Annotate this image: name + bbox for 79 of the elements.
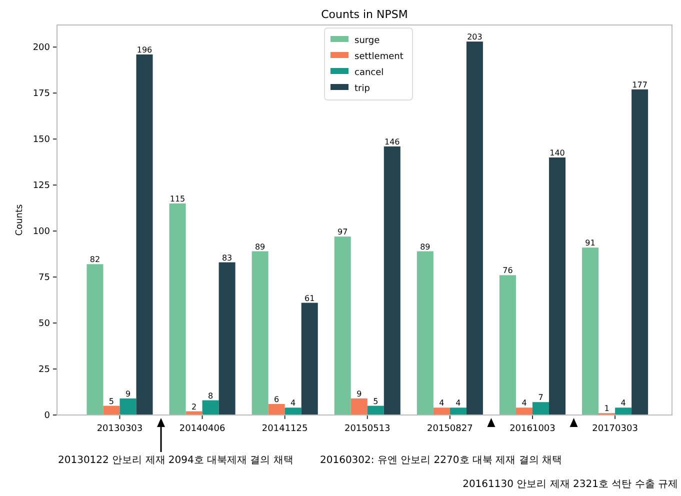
bar	[218, 262, 236, 415]
bar	[615, 408, 632, 415]
data-label: 8	[208, 391, 214, 400]
bar	[334, 236, 351, 415]
data-label: 9	[356, 389, 362, 398]
data-label: 4	[522, 398, 527, 408]
data-label: 6	[274, 394, 280, 404]
bar	[367, 406, 384, 415]
data-label: 82	[90, 255, 100, 264]
data-label: 89	[254, 242, 266, 252]
legend-label: cancel	[354, 68, 384, 78]
y-tick-label: 175	[32, 89, 50, 100]
data-label: 4	[290, 398, 296, 408]
y-tick-label: 75	[38, 273, 50, 284]
bar	[416, 251, 434, 415]
x-tick-label: 20150513	[344, 424, 390, 434]
data-label: 4	[439, 398, 444, 408]
legend-label: trip	[354, 84, 370, 94]
legend-label: settlement	[354, 52, 404, 62]
data-label: 5	[108, 396, 114, 406]
x-tick-label: 20141125	[262, 424, 308, 434]
text: 20130122 안보리 제재 2094호 대북제재 결의 채택	[58, 455, 294, 466]
bar	[86, 264, 104, 415]
x-tick-label: 20170303	[592, 424, 638, 434]
bar	[350, 398, 368, 415]
data-label: 2	[191, 402, 197, 412]
data-label: 4	[456, 398, 461, 408]
x-tick-label: 20150827	[427, 424, 473, 434]
x-tick-label: 20161003	[510, 424, 556, 434]
data-label: 140	[550, 148, 565, 158]
y-tick-label: 200	[32, 43, 50, 54]
bar	[516, 408, 532, 415]
data-label: 9	[125, 389, 131, 398]
bar	[384, 146, 400, 415]
x-tick-label: 20130303	[96, 424, 143, 434]
data-label: 91	[585, 238, 596, 248]
bar	[466, 42, 483, 415]
y-tick-label: 50	[38, 319, 50, 330]
text: 20161130 안보리 제재 2321호 석탄 수출 규제	[462, 479, 678, 490]
bar	[136, 54, 153, 415]
y-tick-label: 0	[44, 411, 50, 421]
data-label: 196	[136, 45, 152, 54]
bar	[301, 302, 318, 415]
bar	[169, 203, 186, 415]
data-label: 177	[632, 80, 648, 90]
bar	[549, 157, 566, 415]
bar	[433, 408, 450, 415]
bar	[103, 406, 120, 415]
data-label: 115	[170, 194, 186, 204]
data-label: 146	[384, 137, 400, 146]
data-label: 83	[222, 253, 232, 262]
bar	[120, 398, 136, 415]
data-label: 61	[304, 294, 315, 303]
y-tick-label: 125	[32, 181, 50, 192]
y-tick-label: 150	[32, 135, 50, 146]
bar	[202, 400, 219, 415]
data-label: 5	[373, 396, 378, 406]
data-label: 203	[467, 32, 482, 42]
bar	[582, 248, 599, 415]
bar	[499, 275, 516, 415]
bar	[284, 408, 302, 415]
data-label: 1	[604, 404, 610, 414]
data-label: 7	[538, 393, 544, 402]
legend-label: surge	[354, 36, 380, 46]
y-axis-title: Counts	[15, 204, 25, 236]
bar	[450, 408, 466, 415]
bar	[532, 402, 549, 415]
text: 20160302: 유엔 안보리 2270호 대북 제재 결의 채택	[320, 455, 562, 466]
data-label: 97	[338, 228, 348, 237]
chart-title: Counts in NPSM	[321, 8, 408, 21]
bar	[252, 251, 268, 415]
bar	[268, 404, 285, 415]
y-tick-label: 100	[32, 227, 50, 238]
data-label: 76	[502, 266, 513, 276]
x-tick-label: 20140406	[179, 424, 226, 434]
data-label: 89	[420, 242, 430, 252]
data-label: 4	[620, 398, 626, 408]
bar	[632, 89, 648, 415]
y-tick-label: 25	[38, 365, 50, 376]
